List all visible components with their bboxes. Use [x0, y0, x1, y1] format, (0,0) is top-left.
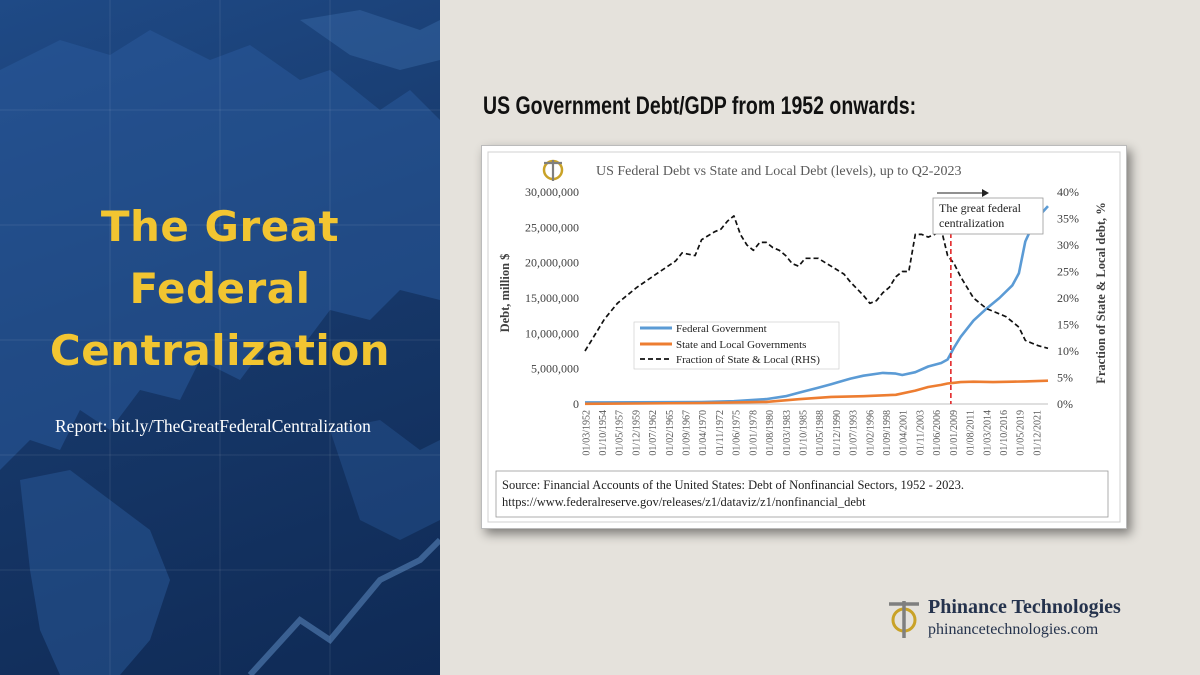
x-tick-label: 01/03/2014 [982, 410, 993, 456]
y2-axis-ticks: 40% 35% 30% 25% 20% 15% 10% 5% 0% [1057, 185, 1079, 411]
x-tick-label: 01/06/2006 [932, 410, 943, 456]
annotation-text: The great federal centralization [939, 201, 1024, 230]
legend-label: Federal Government [676, 323, 767, 335]
y-tick-label: 25,000,000 [525, 220, 579, 234]
title-line: Centralization [49, 326, 391, 375]
x-tick-label: 01/11/2003 [915, 410, 926, 455]
x-tick-label: 01/10/1985 [798, 410, 809, 456]
x-tick-label: 01/01/2009 [949, 410, 960, 456]
arrow-head-icon [982, 189, 989, 197]
page-subtitle: US Government Debt/GDP from 1952 onwards… [483, 92, 917, 120]
x-tick-label: 01/06/1975 [732, 410, 743, 456]
x-tick-label: 01/07/1962 [648, 410, 659, 456]
x-tick-label: 01/03/1952 [581, 410, 592, 456]
x-tick-label: 01/05/1957 [615, 410, 626, 456]
debt-chart: US Federal Debt vs State and Local Debt … [487, 151, 1121, 523]
annotation-box [932, 197, 1044, 235]
y-tick-label: 0 [573, 397, 579, 411]
y2-tick-label: 35% [1057, 212, 1079, 226]
x-tick-label: 01/08/1980 [765, 410, 776, 456]
legend-label: Fraction of State & Local (RHS) [676, 354, 820, 366]
chart-frame [487, 151, 1121, 523]
source-line-1: Source: Financial Accounts of the United… [502, 478, 964, 492]
x-axis-ticks: 01/03/1952 01/10/1954 01/05/1957 01/12/1959… [581, 410, 1043, 456]
y-tick-label: 5,000,000 [531, 362, 579, 376]
main-title: The Great Federal Centralization [0, 196, 440, 382]
y-tick-label: 10,000,000 [525, 326, 579, 340]
y2-tick-label: 5% [1057, 371, 1073, 385]
series-line [584, 215, 1049, 352]
x-tick-label: 01/10/2016 [999, 410, 1010, 456]
x-tick-label: 01/05/1988 [815, 410, 826, 456]
chart-card: US Federal Debt vs State and Local Debt … [481, 145, 1127, 529]
report-link[interactable]: Report: bit.ly/TheGreatFederalCentraliza… [55, 416, 371, 436]
brand-name: Phinance Technologies [928, 596, 1121, 618]
x-tick-label: 01/08/2011 [966, 410, 977, 455]
annotation-line-2: centralization [939, 216, 1004, 230]
y-axis-label: Debt, million $ [498, 254, 512, 333]
y2-tick-label: 0% [1057, 397, 1073, 411]
y2-tick-label: 20% [1057, 291, 1079, 305]
x-tick-label: 01/07/1993 [849, 410, 860, 456]
y-tick-label: 20,000,000 [525, 256, 579, 270]
y-tick-label: 15,000,000 [525, 291, 579, 305]
series-line [585, 205, 1049, 404]
y-tick-label: 30,000,000 [525, 185, 579, 199]
y2-tick-label: 40% [1057, 185, 1079, 199]
x-tick-label: 01/10/1954 [598, 410, 609, 456]
x-tick-label: 01/04/1970 [698, 410, 709, 456]
y2-tick-label: 10% [1057, 344, 1079, 358]
chart-legend: Federal Government State and Local Gover… [633, 321, 840, 370]
series-layer [584, 205, 1049, 406]
series-line [584, 379, 1049, 406]
x-tick-label: 01/01/1978 [748, 410, 759, 456]
x-tick-label: 01/05/2019 [1016, 410, 1027, 456]
legend-box [633, 321, 840, 370]
phinance-logo-icon [889, 601, 919, 638]
left-panel: The Great Federal Centralization Report:… [0, 0, 440, 675]
y-axis-ticks: 30,000,000 25,000,000 20,000,000 15,000,000… [525, 185, 579, 411]
x-tick-label: 01/02/1996 [865, 410, 876, 456]
source-line-2[interactable]: https://www.federalreserve.gov/releases/… [502, 495, 866, 509]
world-map-background [0, 0, 440, 675]
x-tick-label: 01/03/1983 [782, 410, 793, 456]
x-tick-label: 01/09/1967 [682, 410, 693, 456]
legend-label: State and Local Governments [676, 339, 806, 351]
x-tick-label: 01/09/1998 [882, 410, 893, 456]
chart-title: US Federal Debt vs State and Local Debt … [596, 164, 961, 179]
x-tick-label: 01/12/1990 [832, 410, 843, 456]
annotation-line-1: The great federal [939, 201, 1022, 215]
y2-tick-label: 25% [1057, 265, 1079, 279]
source-box [495, 470, 1109, 518]
chart-logo-icon [542, 159, 564, 181]
x-tick-label: 01/02/1965 [665, 410, 676, 456]
y2-tick-label: 30% [1057, 238, 1079, 252]
x-tick-label: 01/11/1972 [715, 410, 726, 455]
brand-url[interactable]: phinancetechnologies.com [928, 621, 1099, 638]
x-tick-label: 01/04/2001 [899, 410, 910, 456]
y2-axis-label: Fraction of State & Local debt, % [1094, 202, 1108, 384]
x-tick-label: 01/12/2021 [1032, 410, 1043, 456]
title-line: Federal [129, 264, 311, 313]
y2-tick-label: 15% [1057, 318, 1079, 332]
title-line: The Great [100, 202, 340, 251]
x-tick-label: 01/12/1959 [631, 410, 642, 456]
